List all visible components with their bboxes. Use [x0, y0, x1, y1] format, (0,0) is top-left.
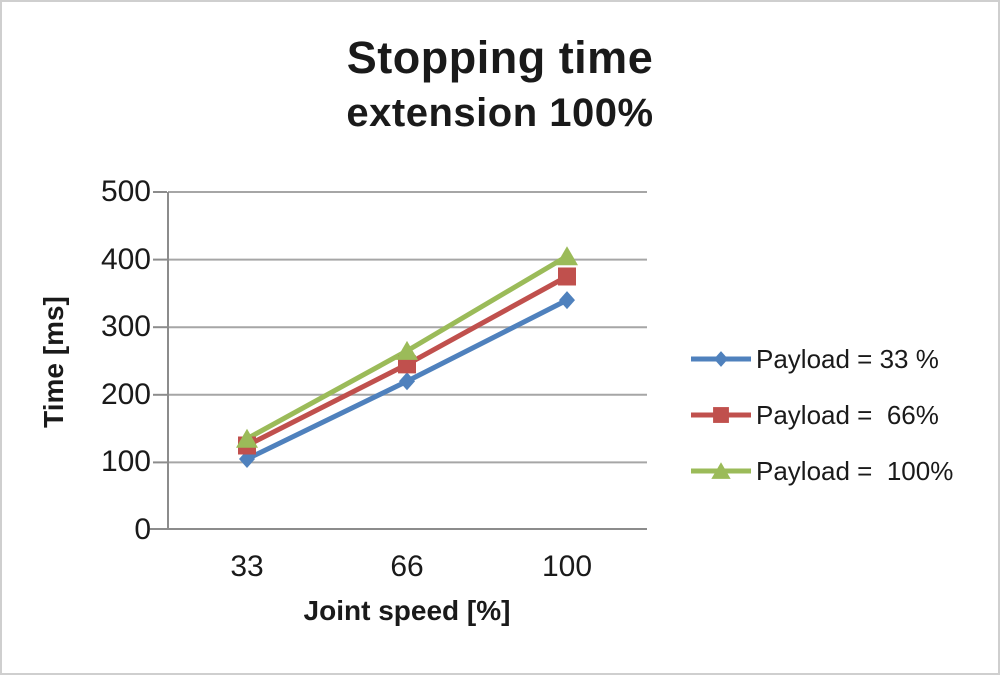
- legend-item-payload-100: Payload = 100%: [690, 455, 954, 486]
- legend-label: Payload = 100%: [756, 455, 954, 486]
- legend-marker-glyph: [691, 462, 751, 479]
- legend-marker-diamond: [690, 346, 752, 372]
- data-point-diamond: [559, 291, 575, 310]
- plot-area: [150, 191, 647, 530]
- data-point-triangle: [711, 462, 731, 479]
- data-point-triangle: [556, 246, 578, 266]
- chart-title-line2: extension 100%: [346, 91, 654, 135]
- chart-title-line1: Stopping time: [346, 32, 654, 83]
- y-tick-label: 500: [100, 175, 151, 208]
- x-axis-title: Joint speed [%]: [303, 595, 511, 626]
- x-axis-tick-labels: 33 66 100: [167, 550, 647, 584]
- y-tick-label: 300: [100, 310, 151, 344]
- legend-label: Payload = 33 %: [756, 343, 939, 374]
- y-tick-label: 0: [134, 513, 151, 546]
- data-point-diamond: [399, 372, 415, 391]
- x-tick-label: 33: [230, 550, 264, 583]
- legend: Payload = 33 % Payload = 66% Payload = 1…: [690, 343, 954, 486]
- data-point-square: [398, 355, 416, 374]
- data-point-square: [558, 267, 576, 286]
- y-axis-tick-labels: 0 100 200 300 400 500: [2, 175, 151, 546]
- legend-marker-triangle: [690, 458, 752, 484]
- data-point-triangle: [396, 340, 418, 360]
- data-point-square: [713, 407, 729, 423]
- data-point-triangle: [236, 428, 258, 448]
- legend-label: Payload = 66%: [756, 399, 939, 430]
- legend-marker-glyph: [691, 351, 751, 367]
- legend-marker-glyph: [691, 407, 751, 423]
- x-tick-label: 100: [541, 550, 593, 583]
- chart-title: Stopping time extension 100%: [2, 32, 998, 136]
- data-point-diamond: [239, 450, 255, 469]
- y-tick-label: 200: [100, 377, 151, 411]
- data-point-diamond: [713, 351, 729, 367]
- x-tick-label: 66: [390, 550, 424, 583]
- legend-item-payload-33: Payload = 33 %: [690, 343, 953, 374]
- legend-marker-square: [690, 402, 752, 428]
- y-tick-label: 400: [100, 242, 151, 276]
- legend-item-payload-66: Payload = 66%: [690, 399, 953, 430]
- y-tick-label: 100: [100, 445, 151, 479]
